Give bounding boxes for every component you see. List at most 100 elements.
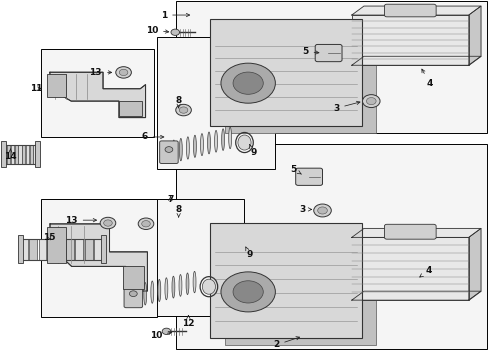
Text: 5: 5 (289, 165, 301, 174)
FancyBboxPatch shape (384, 224, 435, 239)
Ellipse shape (179, 138, 182, 161)
FancyBboxPatch shape (124, 285, 142, 308)
Ellipse shape (207, 132, 210, 154)
Text: 10: 10 (149, 331, 171, 341)
Ellipse shape (221, 129, 224, 150)
Circle shape (175, 104, 191, 116)
Bar (75, 239, 83, 260)
Bar (94, 239, 102, 260)
Ellipse shape (193, 271, 196, 293)
Bar (22, 145, 25, 164)
Ellipse shape (143, 283, 146, 305)
Bar (210, 19, 361, 126)
Ellipse shape (172, 276, 175, 298)
Circle shape (164, 147, 172, 152)
Polygon shape (351, 56, 480, 65)
Bar (47, 74, 66, 97)
Ellipse shape (202, 279, 215, 294)
Bar (3, 145, 6, 164)
Text: 12: 12 (182, 315, 194, 328)
Bar (120, 199, 244, 316)
Polygon shape (50, 72, 145, 118)
Ellipse shape (172, 140, 175, 163)
Ellipse shape (137, 284, 140, 307)
Circle shape (171, 29, 179, 35)
Bar (210, 223, 361, 338)
Bar (33, 145, 37, 164)
Circle shape (103, 220, 112, 226)
Ellipse shape (158, 279, 161, 302)
Text: 5: 5 (302, 47, 318, 56)
Bar (101, 235, 105, 263)
Bar (48, 239, 56, 260)
FancyBboxPatch shape (384, 4, 435, 17)
Circle shape (221, 272, 275, 312)
Bar (18, 145, 21, 164)
Text: 9: 9 (245, 247, 252, 259)
Bar (122, 266, 144, 289)
Bar (18, 235, 22, 263)
Text: 3: 3 (332, 101, 359, 113)
Bar (119, 101, 142, 116)
Bar (351, 237, 468, 300)
Bar (11, 145, 14, 164)
Bar (57, 239, 65, 260)
Bar (1, 141, 6, 167)
Bar (84, 239, 92, 260)
Bar (7, 145, 10, 164)
Bar (20, 239, 28, 260)
FancyBboxPatch shape (315, 44, 341, 62)
Bar (15, 145, 18, 164)
Bar (30, 145, 33, 164)
Polygon shape (468, 6, 480, 65)
Polygon shape (468, 228, 480, 300)
Circle shape (313, 204, 330, 217)
Ellipse shape (238, 135, 250, 150)
Polygon shape (50, 224, 147, 291)
Circle shape (116, 67, 131, 78)
Ellipse shape (200, 134, 203, 156)
FancyBboxPatch shape (159, 141, 178, 163)
Circle shape (162, 328, 170, 334)
Text: 3: 3 (298, 205, 311, 214)
Polygon shape (351, 228, 480, 237)
Text: 9: 9 (249, 145, 256, 157)
Circle shape (233, 72, 263, 94)
Bar (35, 141, 40, 167)
Circle shape (233, 281, 263, 303)
Bar (176, 1, 487, 134)
Bar (176, 144, 487, 348)
Bar (351, 15, 468, 65)
Polygon shape (351, 6, 480, 15)
Circle shape (179, 107, 187, 113)
Bar (157, 37, 274, 169)
Ellipse shape (186, 137, 189, 159)
Text: 8: 8 (175, 96, 182, 108)
Circle shape (119, 69, 127, 76)
Bar (224, 26, 375, 134)
Bar (224, 230, 375, 345)
Ellipse shape (214, 130, 217, 152)
Ellipse shape (185, 273, 188, 294)
Circle shape (317, 207, 326, 214)
FancyBboxPatch shape (295, 168, 322, 185)
Text: 7: 7 (167, 195, 173, 204)
Polygon shape (351, 291, 480, 300)
Text: 6: 6 (141, 132, 163, 141)
Text: 15: 15 (43, 233, 56, 242)
Text: 13: 13 (89, 68, 111, 77)
Bar (41, 199, 157, 317)
Text: 11: 11 (29, 84, 42, 93)
Text: 1: 1 (161, 10, 189, 19)
Ellipse shape (150, 281, 153, 303)
Circle shape (221, 63, 275, 103)
Circle shape (129, 291, 137, 297)
Ellipse shape (164, 278, 167, 300)
Text: 13: 13 (65, 216, 96, 225)
Text: 8: 8 (175, 205, 182, 217)
Ellipse shape (179, 275, 182, 296)
Circle shape (366, 98, 375, 105)
Circle shape (138, 218, 154, 229)
Bar (41, 49, 154, 137)
Bar (39, 239, 46, 260)
